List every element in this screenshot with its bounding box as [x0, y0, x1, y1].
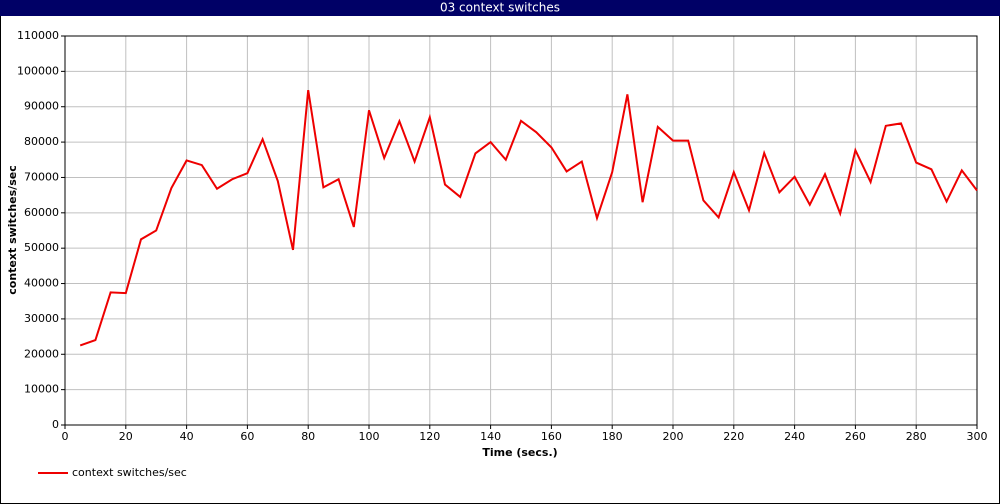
x-tick-label: 200	[663, 430, 684, 443]
x-tick-label: 0	[62, 430, 69, 443]
x-tick-label: 80	[301, 430, 315, 443]
x-tick-label: 300	[967, 430, 988, 443]
legend-label: context switches/sec	[72, 466, 187, 479]
y-tick-label: 80000	[24, 135, 59, 148]
x-tick-label: 140	[480, 430, 501, 443]
plot-border	[64, 35, 978, 426]
y-tick-label: 70000	[24, 170, 59, 183]
y-tick-label: 60000	[24, 206, 59, 219]
x-axis-label: Time (secs.)	[482, 446, 557, 459]
x-tick-label: 60	[240, 430, 254, 443]
y-tick-label: 0	[52, 418, 59, 431]
x-tick-label: 280	[906, 430, 927, 443]
y-tick-label: 110000	[17, 29, 59, 42]
data-line	[79, 89, 978, 347]
y-axis-label: context switches/sec	[6, 165, 19, 294]
x-tick-label: 220	[723, 430, 744, 443]
x-tick-label: 160	[541, 430, 562, 443]
y-tick-label: 10000	[24, 383, 59, 396]
chart-title: 03 context switches	[440, 1, 560, 15]
plot-area	[64, 35, 978, 426]
x-tick-label: 240	[784, 430, 805, 443]
x-tick-label: 260	[845, 430, 866, 443]
y-tick-label: 50000	[24, 241, 59, 254]
title-bar	[0, 0, 1000, 16]
y-tick-label: 100000	[17, 64, 59, 77]
x-tick-label: 180	[602, 430, 623, 443]
y-tick-label: 20000	[24, 347, 59, 360]
y-tick-label: 40000	[24, 277, 59, 290]
x-tick-label: 100	[359, 430, 380, 443]
y-tick-label: 90000	[24, 100, 59, 113]
x-tick-label: 120	[419, 430, 440, 443]
x-tick-label: 20	[119, 430, 133, 443]
x-tick-label: 40	[180, 430, 194, 443]
y-tick-label: 30000	[24, 312, 59, 325]
